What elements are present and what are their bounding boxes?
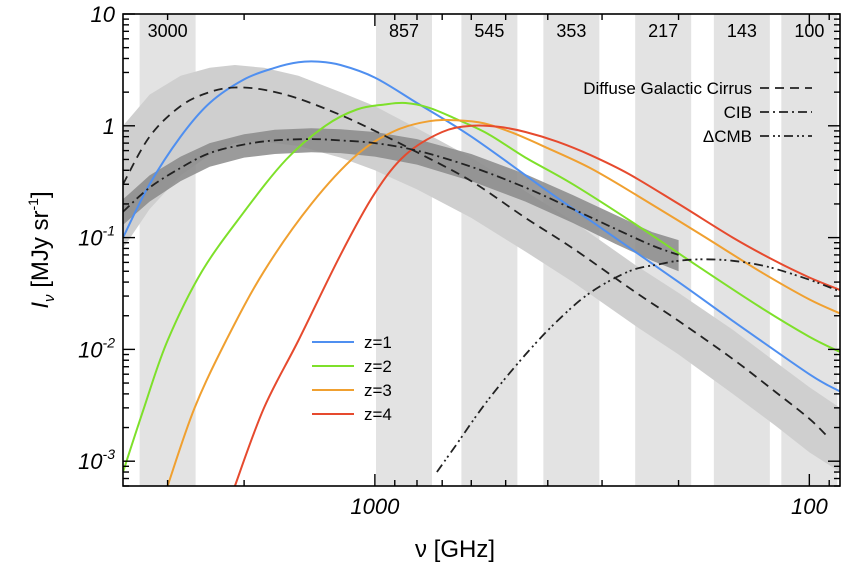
band-label-143: 143 [727,21,757,41]
x-tick-label: 100 [791,494,828,519]
band-545 [461,14,518,486]
legend-label-Diffuse Galactic Cirrus: Diffuse Galactic Cirrus [583,79,752,98]
y-label-main: I [27,302,54,309]
legend-label-z=2: z=2 [364,357,392,376]
y-tick-label: 10-1 [78,223,115,251]
y-label-close: ] [27,191,54,198]
series-line-1 [123,101,840,473]
y-tick-label: 10-2 [78,334,115,362]
y-tick-label: 1 [103,114,115,139]
x-tick-label: 1000 [350,494,400,519]
band-labels: 3000 857 545 353 217 143 100 [148,21,825,41]
uncertainty-bands [123,65,840,472]
plot-frame [122,13,841,487]
series-line-2 [166,118,840,486]
legend-label-ΔCMB: ΔCMB [703,127,752,146]
series-line-0 [123,60,840,393]
band-label-353: 353 [556,21,586,41]
axis-ticks: 10 1 10-1 10-2 10-3 1000 100 [78,2,840,519]
band-857 [376,14,433,486]
uncertainty-band-0 [123,65,840,472]
series-line-5 [123,138,679,256]
legend: z=1 z=2 z=3 z=4 Diffuse Galactic Cirrus CIB ΔC… [312,79,812,424]
series-line-3 [233,124,840,486]
uncertainty-band-1 [123,128,679,272]
x-axis-label: ν [GHz] [415,536,495,563]
series-lines [123,60,840,486]
legend-label-z=1: z=1 [364,333,392,352]
y-label-sub: ν [41,294,58,302]
band-label-545: 545 [474,21,504,41]
y-tick-label: 10-3 [78,446,115,474]
y-label-unit-sup: -1 [25,198,41,211]
band-label-100: 100 [794,21,824,41]
svg-text:Iν [MJy sr-1]: Iν [MJy sr-1] [25,191,58,308]
band-label-217: 217 [648,21,678,41]
legend-label-CIB: CIB [724,103,752,122]
y-axis-label: Iν [MJy sr-1] [25,191,58,308]
y-tick-label: 10 [91,2,116,27]
legend-label-z=3: z=3 [364,381,392,400]
y-label-unit: [MJy sr [27,210,54,294]
band-label-857: 857 [389,21,419,41]
band-label-3000: 3000 [148,21,188,41]
legend-label-z=4: z=4 [364,405,392,424]
